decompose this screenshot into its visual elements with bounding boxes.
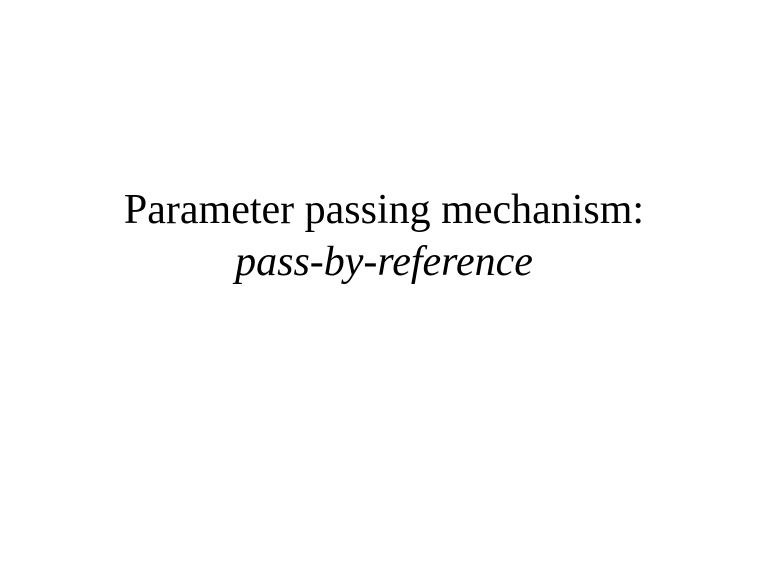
title-line-1: Parameter passing mechanism: [0, 186, 768, 234]
slide: Parameter passing mechanism: pass-by-ref… [0, 0, 768, 576]
title-line-2: pass-by-reference [0, 238, 768, 286]
title-block: Parameter passing mechanism: pass-by-ref… [0, 186, 768, 287]
